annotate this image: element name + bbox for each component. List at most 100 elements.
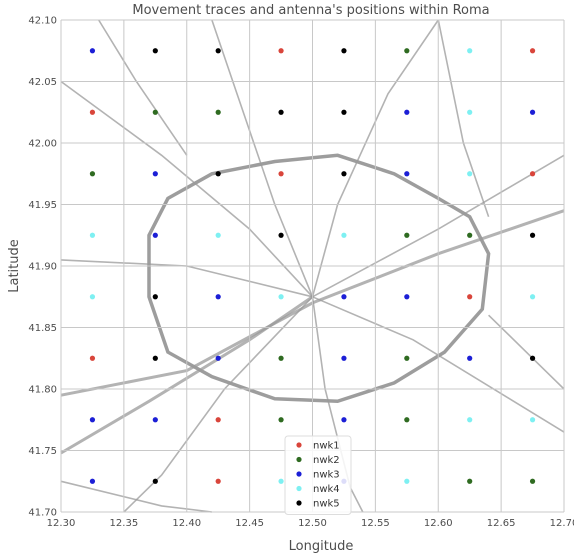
antenna-point-nwk5 <box>152 48 158 54</box>
x-tick-label: 12.30 <box>47 518 76 529</box>
antenna-point-nwk2 <box>89 171 96 177</box>
y-tick-label: 41.90 <box>28 262 57 273</box>
antenna-point-nwk4 <box>467 417 473 423</box>
chart-title: Movement traces and antenna's positions … <box>132 3 489 18</box>
antenna-point-nwk3 <box>341 417 347 423</box>
legend-marker <box>296 442 302 448</box>
legend-marker <box>296 485 302 492</box>
antenna-point-nwk2 <box>278 417 284 423</box>
legend-marker <box>296 456 302 463</box>
antenna-point-nwk4 <box>529 417 536 423</box>
x-tick-label: 12.45 <box>235 518 264 529</box>
x-tick-label: 12.65 <box>487 518 516 529</box>
legend-label: nwk5 <box>313 499 340 510</box>
antenna-point-nwk1 <box>89 355 96 361</box>
antenna-point-nwk2 <box>278 355 284 361</box>
legend-label: nwk1 <box>313 441 340 452</box>
antenna-point-nwk5 <box>215 48 221 54</box>
antenna-point-nwk2 <box>404 232 410 238</box>
x-tick-labels: 12.30 12.35 12.40 12.45 12.50 12.55 12.60 12.65… <box>47 518 574 529</box>
antenna-point-nwk3 <box>89 48 96 54</box>
legend-box <box>284 435 352 515</box>
antenna-point-nwk1 <box>215 417 221 423</box>
antenna-point-nwk2 <box>467 478 473 484</box>
legend-label: nwk3 <box>313 470 340 481</box>
antenna-point-nwk4 <box>278 294 284 300</box>
road-trace <box>488 314 565 390</box>
y-tick-label: 42.10 <box>28 16 57 27</box>
antenna-point-nwk3 <box>341 355 347 361</box>
antenna-point-nwk4 <box>215 232 221 238</box>
antenna-point-nwk1 <box>89 109 96 115</box>
road-trace <box>211 19 314 298</box>
antenna-point-nwk4 <box>89 232 96 238</box>
antenna-point-nwk3 <box>215 355 221 361</box>
y-tick-label: 41.75 <box>28 446 57 457</box>
road-trace <box>60 295 314 455</box>
antenna-point-nwk4 <box>467 171 473 177</box>
y-tick-label: 42.00 <box>28 139 57 150</box>
antenna-point-nwk4 <box>278 478 284 484</box>
antenna-point-nwk1 <box>529 48 536 54</box>
x-tick-label: 12.50 <box>298 518 327 529</box>
y-tick-labels: 41.70 41.75 41.80 41.85 41.90 41.95 42.00 42.05… <box>28 16 57 519</box>
antenna-point-nwk3 <box>89 478 96 484</box>
legend-label: nwk2 <box>313 455 340 466</box>
y-axis-label: Latitude <box>7 239 22 293</box>
antenna-point-nwk3 <box>215 294 221 300</box>
antenna-points <box>89 48 536 484</box>
antenna-point-nwk1 <box>467 294 473 300</box>
legend-marker <box>296 500 302 506</box>
x-tick-label: 12.70 <box>550 518 574 529</box>
antenna-point-nwk1 <box>278 48 284 54</box>
antenna-point-nwk4 <box>467 48 473 54</box>
antenna-point-nwk5 <box>152 478 158 484</box>
x-tick-label: 12.60 <box>424 518 453 529</box>
legend: nwk1 nwk2 nwk3 nwk4 nwk5 <box>284 435 352 515</box>
road-trace <box>312 296 565 433</box>
y-tick-label: 41.95 <box>28 200 57 211</box>
antenna-point-nwk1 <box>215 478 221 484</box>
antenna-point-nwk3 <box>404 109 410 115</box>
antenna-point-nwk4 <box>529 294 536 300</box>
y-tick-label: 41.80 <box>28 385 57 396</box>
antenna-point-nwk4 <box>404 478 410 484</box>
y-tick-label: 41.70 <box>28 508 57 519</box>
antenna-point-nwk5 <box>341 109 347 115</box>
antenna-point-nwk2 <box>215 109 221 115</box>
antenna-point-nwk3 <box>404 171 410 177</box>
legend-label: nwk4 <box>313 484 340 495</box>
antenna-point-nwk2 <box>529 478 536 484</box>
antenna-point-nwk5 <box>278 232 284 238</box>
legend-marker <box>296 471 302 477</box>
antenna-point-nwk2 <box>404 355 410 361</box>
road-trace <box>60 480 212 513</box>
antenna-point-nwk5 <box>152 355 158 361</box>
antenna-point-nwk5 <box>152 294 158 300</box>
antenna-point-nwk3 <box>89 417 96 423</box>
antenna-point-nwk5 <box>341 171 347 177</box>
antenna-point-nwk5 <box>278 109 284 115</box>
x-axis-label: Longitude <box>289 539 354 554</box>
y-tick-label: 42.05 <box>28 77 57 88</box>
antenna-point-nwk3 <box>467 355 473 361</box>
x-tick-label: 12.35 <box>110 518 139 529</box>
x-tick-label: 12.40 <box>172 518 201 529</box>
road-trace <box>311 19 439 298</box>
antenna-point-nwk3 <box>152 232 158 238</box>
antenna-point-nwk3 <box>404 294 410 300</box>
antenna-point-nwk4 <box>341 232 347 238</box>
antenna-point-nwk4 <box>89 294 96 300</box>
antenna-point-nwk2 <box>152 109 158 115</box>
antenna-point-nwk1 <box>529 171 536 177</box>
antenna-point-nwk5 <box>529 355 536 361</box>
antenna-point-nwk5 <box>215 171 221 177</box>
antenna-point-nwk5 <box>529 232 536 238</box>
antenna-point-nwk2 <box>467 232 473 238</box>
x-tick-label: 12.55 <box>361 518 390 529</box>
antenna-point-nwk2 <box>404 48 410 54</box>
antenna-point-nwk3 <box>152 417 158 423</box>
antenna-point-nwk3 <box>529 109 536 115</box>
antenna-point-nwk3 <box>152 171 158 177</box>
